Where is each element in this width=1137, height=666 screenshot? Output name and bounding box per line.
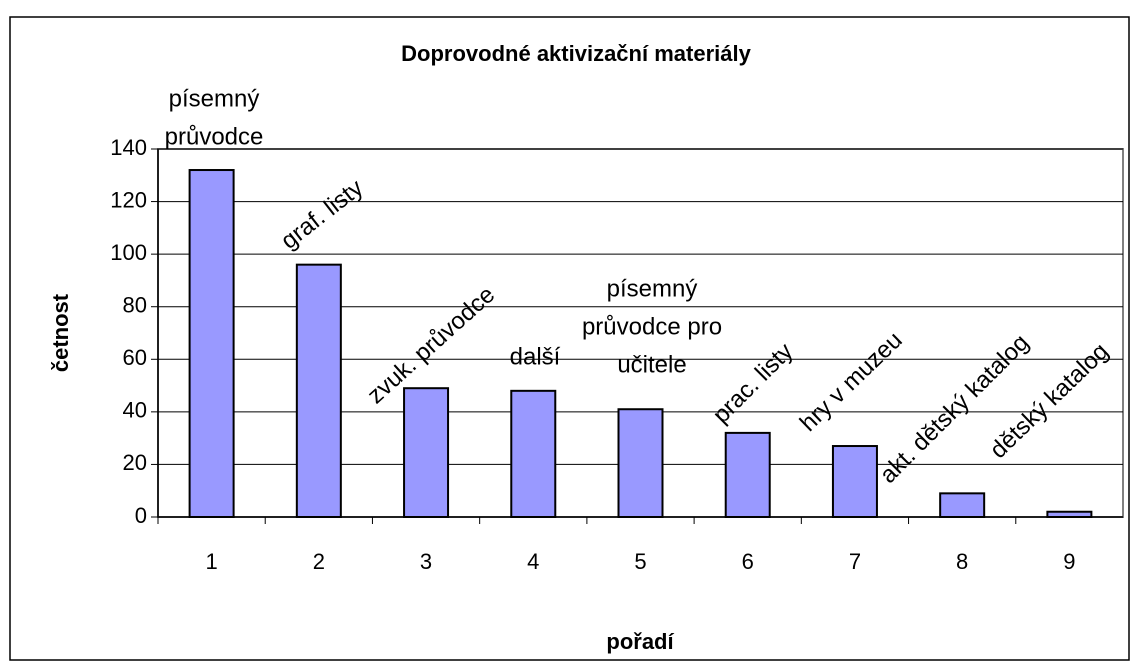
chart-title: Doprovodné aktivizační materiály	[401, 41, 751, 66]
y-tick-label: 80	[123, 293, 147, 318]
bar-annotation: průvodce	[165, 123, 264, 150]
x-tick-label: 2	[313, 549, 325, 574]
y-tick-label: 40	[123, 398, 147, 423]
x-tick-label: 8	[956, 549, 968, 574]
bar	[617, 408, 664, 519]
y-tick-label: 20	[123, 450, 147, 475]
bar	[1046, 510, 1093, 519]
bar	[295, 263, 342, 518]
bar-annotation: písemný	[169, 85, 260, 112]
x-tick-label: 4	[527, 549, 539, 574]
x-tick-label: 1	[205, 549, 217, 574]
bar-annotation: učitele	[617, 351, 686, 378]
bar	[939, 492, 986, 519]
x-axis-label: pořadí	[606, 629, 674, 654]
x-tick-label: 6	[742, 549, 754, 574]
y-tick-label: 60	[123, 345, 147, 370]
bar-annotation: písemný	[607, 275, 698, 302]
bar-annotation: další	[510, 343, 561, 370]
x-tick-label: 9	[1063, 549, 1075, 574]
bar	[724, 431, 771, 518]
y-tick-label: 140	[110, 135, 147, 160]
bar	[831, 445, 878, 518]
y-axis-label: četnost	[48, 293, 73, 372]
bar	[510, 389, 557, 519]
x-tick-label: 5	[634, 549, 646, 574]
bar-annotation: průvodce pro	[582, 313, 722, 340]
y-tick-label: 0	[135, 503, 147, 528]
bar	[403, 387, 450, 519]
y-tick-label: 120	[110, 187, 147, 212]
x-tick-label: 3	[420, 549, 432, 574]
y-tick-label: 100	[110, 240, 147, 265]
bar	[188, 169, 235, 518]
x-tick-label: 7	[849, 549, 861, 574]
